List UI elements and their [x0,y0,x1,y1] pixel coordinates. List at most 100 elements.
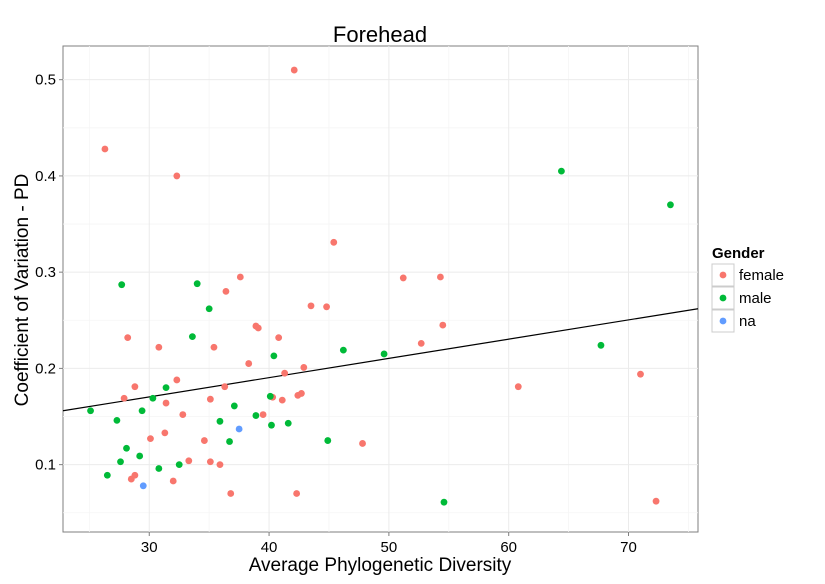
data-point-male [440,498,448,506]
legend: Gender female male na [711,245,784,333]
x-axis-ticks: 30 40 50 60 70 [141,532,637,556]
data-point-female [120,394,128,402]
data-point-female [293,490,301,497]
data-point-male [597,341,605,349]
data-point-female [200,437,208,444]
trend-line [62,308,699,412]
data-point-male [155,465,163,472]
data-point-female [652,497,660,505]
grid-lines [63,46,698,532]
data-point-male [268,421,275,429]
data-point-female [300,364,308,371]
data-point-male [138,407,146,415]
legend-key-female [719,271,727,279]
data-point-female [245,360,253,367]
data-point-male [205,305,213,313]
data-point-female [162,399,170,407]
data-point-male [380,350,388,358]
data-point-female [206,395,214,403]
data-point-male [226,438,233,445]
data-point-male [284,419,292,427]
data-point-male [270,352,278,360]
data-point-female [222,288,230,295]
data-point-male [162,384,170,392]
data-point-female [173,172,181,180]
x-tick-label: 50 [381,539,398,556]
data-point-female [439,321,447,329]
data-point-na [139,482,147,490]
data-point-male [175,461,183,469]
data-point-female [131,471,139,479]
data-point-female [131,383,139,391]
x-tick-label: 60 [500,539,517,556]
y-tick-label: 0.3 [35,264,56,281]
data-point-female [417,339,425,347]
data-point-female [210,343,218,351]
data-point-female [221,383,229,391]
data-point-female [227,490,235,497]
data-point-female [185,457,193,465]
data-point-male [123,444,130,452]
x-axis-title: Average Phylogenetic Diversity [249,555,512,576]
legend-label-male: male [739,290,772,307]
y-tick-label: 0.4 [35,168,56,185]
data-point-male [667,201,674,209]
data-point-female [290,66,298,74]
data-point-female [399,274,407,282]
data-point-female [173,376,181,384]
chart-title: Forehead [333,22,427,47]
data-point-female [298,390,305,397]
data-point-female [514,383,522,391]
y-tick-label: 0.2 [35,360,56,377]
data-point-na [235,425,243,433]
data-point-female [101,145,109,153]
data-point-female [147,435,154,443]
y-axis-ticks: 0.1 0.2 0.3 0.4 0.5 [35,72,63,474]
data-point-female [124,334,132,341]
trend-line-group [62,308,699,412]
data-point-female [323,303,330,311]
data-point-male [324,437,332,444]
data-point-male [339,346,347,354]
legend-label-female: female [739,267,784,284]
data-point-male [252,412,260,419]
data-point-female [637,370,644,378]
data-points [87,66,674,506]
y-tick-label: 0.1 [35,457,56,474]
y-axis-title: Coefficient of Variation - PD [12,174,33,407]
legend-title: Gender [712,245,765,262]
data-point-female [259,411,267,418]
data-point-male [230,402,238,410]
legend-key-na [719,317,727,325]
legend-entries: female male na [711,263,784,333]
data-point-male [193,280,201,288]
data-point-female [278,396,286,404]
data-point-female [307,302,315,310]
legend-key-male [719,294,727,302]
data-point-female [169,477,177,485]
data-point-male [216,417,224,425]
data-point-female [281,369,289,377]
data-point-male [117,458,124,466]
data-point-female [161,429,169,437]
data-point-female [236,273,244,281]
data-point-female [216,461,224,469]
data-point-male [136,452,144,460]
data-point-female [275,334,283,341]
x-tick-label: 40 [261,539,278,556]
data-point-male [113,416,121,424]
data-point-female [437,273,444,281]
data-point-male [87,407,94,415]
data-point-female [330,238,338,246]
x-tick-label: 30 [141,539,158,556]
legend-label-na: na [739,313,756,330]
plot-panel [62,45,699,533]
data-point-male [103,471,111,479]
x-tick-label: 70 [620,539,637,556]
data-point-male [118,281,126,289]
data-point-male [558,167,565,175]
data-point-female [155,343,163,351]
data-point-male [266,392,274,400]
data-point-male [188,333,196,341]
